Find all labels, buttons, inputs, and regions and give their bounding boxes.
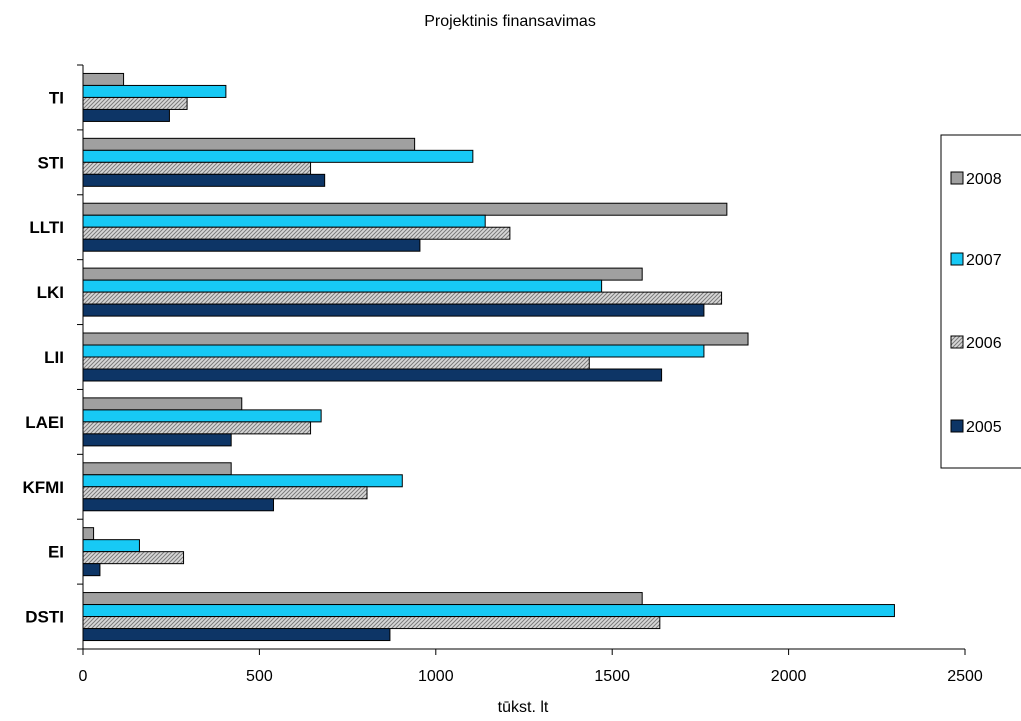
legend-swatch [950,171,964,185]
bar-sti-2007 [82,149,474,163]
category-label: TI [49,88,64,107]
bar-llti-2005 [82,238,421,252]
bar-ei-2008 [82,527,95,541]
bar-sti-2005 [82,173,326,187]
bar-kfmi-2007 [82,474,403,488]
bar-ei-2005 [82,563,101,577]
bar-llti-2006 [82,226,511,240]
bar-ti-2005 [82,108,170,122]
category-label: LLTI [29,218,64,237]
bar-ei-2007 [82,539,140,553]
x-tick-label: 1000 [418,668,454,685]
bar-llti-2007 [82,214,486,228]
legend-label: 2006 [966,335,1002,352]
bar-llti-2008 [82,202,728,216]
bar-lii-2006 [82,356,590,370]
category-label: STI [38,153,64,172]
bar-dsti-2006 [82,616,661,630]
bar-lki-2006 [82,291,723,305]
bar-dsti-2005 [82,628,391,642]
legend-box [940,134,1021,469]
legend-swatch [950,252,964,266]
category-label: LKI [37,283,64,302]
bar-kfmi-2008 [82,462,232,476]
bar-laei-2007 [82,409,322,423]
x-tick-label: 0 [79,668,88,685]
bar-laei-2006 [82,421,312,435]
bar-lii-2008 [82,332,749,346]
bar-lii-2005 [82,368,663,382]
legend: 2008 2007 2006 2005 [940,134,1021,469]
bar-dsti-2008 [82,592,643,606]
legend-label: 2007 [966,252,1002,269]
bar-ei-2006 [82,551,185,565]
bar-kfmi-2005 [82,498,275,512]
bar-laei-2005 [82,433,232,447]
category-label: LII [44,348,64,367]
bar-ti-2006 [82,96,188,110]
bar-ti-2008 [82,72,125,86]
x-tick-label: 2500 [947,668,983,685]
x-tick-label: 500 [246,668,273,685]
legend-label: 2005 [966,419,1002,436]
legend-label: 2008 [966,171,1002,188]
category-label: KFMI [22,478,64,497]
bar-ti-2007 [82,84,227,98]
x-tick-label: 1500 [594,668,630,685]
bar-lki-2005 [82,303,705,317]
bar-kfmi-2006 [82,486,368,500]
legend-swatch [950,335,964,349]
chart-title: Projektinis finansavimas [424,13,596,30]
category-label: LAEI [25,413,64,432]
bar-sti-2008 [82,137,416,151]
x-tick-label: 2000 [771,668,807,685]
category-label: DSTI [25,608,64,627]
bar-lii-2007 [82,344,705,358]
legend-swatch [950,419,964,433]
bar-sti-2006 [82,161,312,175]
x-axis-label: tūkst. lt [498,699,549,716]
bar-lki-2007 [82,279,603,293]
category-label: EI [48,543,64,562]
bar-laei-2008 [82,397,243,411]
plot-area: TI STI LLTI LKI LII LAEI KFMI EI DSTI 0 500 1000 150… [22,64,983,685]
bar-lki-2008 [82,267,643,281]
bar-dsti-2007 [82,604,895,618]
